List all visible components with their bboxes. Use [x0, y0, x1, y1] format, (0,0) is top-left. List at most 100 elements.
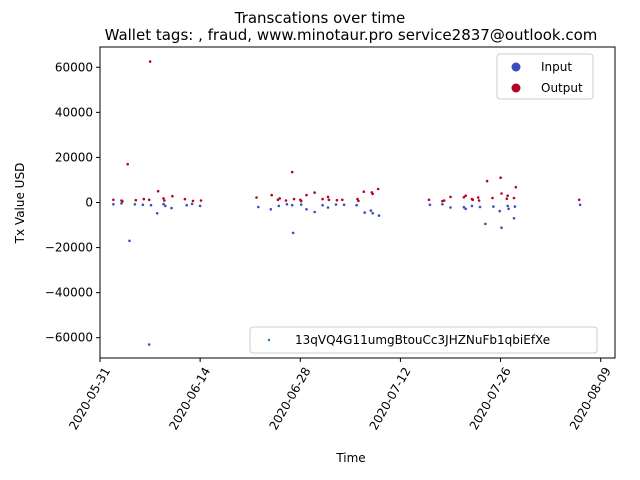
input-point: [449, 206, 452, 209]
input-point: [484, 222, 487, 226]
x-tick-label: 2020-07-26: [467, 365, 514, 432]
points-layer: [112, 60, 582, 346]
input-point: [470, 204, 474, 208]
x-axis-ticks: 2020-05-31 2020-06-14 2020-06-28 2020-07-12…: [66, 358, 614, 432]
y-tick-label: 20000: [55, 150, 93, 164]
output-point: [514, 185, 518, 189]
chart-subtitle: Wallet tags: , fraud, www.minotaur.pro s…: [105, 26, 598, 44]
y-axis-ticks: −60000 −40000 −20000 0 20000 40000 60000: [45, 60, 100, 345]
input-point: [133, 203, 137, 206]
y-tick-label: −20000: [45, 241, 93, 255]
plot-frame: [99, 46, 616, 359]
output-point: [134, 198, 138, 202]
input-point: [500, 226, 503, 229]
output-point: [371, 192, 375, 196]
input-point: [492, 205, 495, 208]
output-point: [183, 197, 187, 201]
output-point: [163, 199, 166, 202]
output-point: [485, 179, 489, 183]
input-point: [149, 203, 153, 207]
input-point: [269, 208, 273, 211]
output-point: [147, 198, 151, 202]
output-point: [512, 196, 516, 200]
input-point: [291, 231, 295, 235]
output-point: [476, 196, 480, 199]
input-point: [507, 207, 510, 211]
output-point: [191, 199, 195, 203]
x-tick-label: 2020-06-14: [166, 365, 213, 432]
output-point: [156, 189, 160, 193]
input-point: [185, 203, 188, 207]
input-point: [120, 202, 123, 205]
x-tick-label: 2020-07-12: [367, 365, 414, 432]
output-point: [290, 170, 294, 174]
y-axis-label: Tx Value USD: [13, 163, 27, 245]
legend-label-input: Input: [541, 60, 572, 74]
legend-top: Input Output: [496, 53, 594, 100]
output-point: [292, 197, 296, 201]
input-point: [198, 204, 202, 208]
y-tick-label: 0: [85, 196, 93, 210]
input-point: [285, 203, 289, 206]
legend-label-address: 13qVQ4G11umgBtouCc3JHZNuFb1qbiEfXe: [295, 333, 550, 347]
output-point: [471, 198, 475, 202]
input-point: [578, 203, 582, 207]
y-tick-label: −40000: [45, 286, 93, 300]
output-point: [499, 176, 502, 179]
output-point: [362, 190, 366, 193]
input-point: [277, 204, 281, 208]
chart-title: Transcations over time: [234, 9, 406, 27]
output-point: [299, 199, 303, 203]
input-point: [170, 206, 173, 210]
input-point: [128, 239, 131, 243]
x-tick-label: 2020-05-31: [66, 365, 113, 432]
output-point: [477, 199, 481, 202]
output-point: [112, 198, 115, 202]
input-point: [112, 203, 115, 206]
input-point: [321, 203, 324, 207]
output-point: [427, 198, 431, 202]
output-point: [506, 194, 510, 197]
input-point: [441, 203, 444, 206]
output-point: [142, 197, 146, 201]
x-tick-label: 2020-08-09: [567, 365, 614, 432]
output-point: [162, 197, 165, 200]
legend-marker-address: [267, 338, 271, 342]
input-point: [363, 211, 367, 214]
input-point: [326, 206, 330, 209]
input-point: [369, 209, 373, 212]
input-point: [512, 217, 516, 220]
output-point: [313, 191, 316, 194]
output-point: [284, 199, 288, 202]
output-point: [341, 198, 344, 202]
input-point: [162, 202, 165, 206]
output-point: [357, 199, 360, 203]
output-point: [199, 199, 203, 202]
input-point: [377, 214, 381, 217]
input-point: [478, 205, 482, 209]
input-point: [342, 203, 346, 207]
input-point: [155, 212, 159, 215]
output-point: [462, 196, 466, 199]
y-tick-label: 60000: [55, 60, 93, 74]
input-point: [462, 205, 466, 209]
legend-bottom: 13qVQ4G11umgBtouCc3JHZNuFb1qbiEfXe: [249, 326, 598, 354]
input-point: [257, 205, 260, 209]
output-point: [126, 162, 129, 166]
output-point: [500, 192, 503, 195]
y-tick-label: 40000: [55, 105, 93, 119]
output-point: [449, 195, 452, 199]
legend-bottom-box: [249, 326, 598, 354]
input-point: [299, 203, 303, 206]
legend-label-output: Output: [541, 81, 583, 95]
input-point: [371, 212, 375, 215]
output-point: [305, 193, 308, 197]
output-point: [148, 60, 152, 63]
input-point: [513, 205, 517, 208]
input-point: [164, 204, 167, 208]
output-point: [171, 194, 174, 198]
legend-top-box: [496, 53, 594, 100]
input-point: [506, 204, 510, 208]
output-point: [491, 196, 494, 200]
